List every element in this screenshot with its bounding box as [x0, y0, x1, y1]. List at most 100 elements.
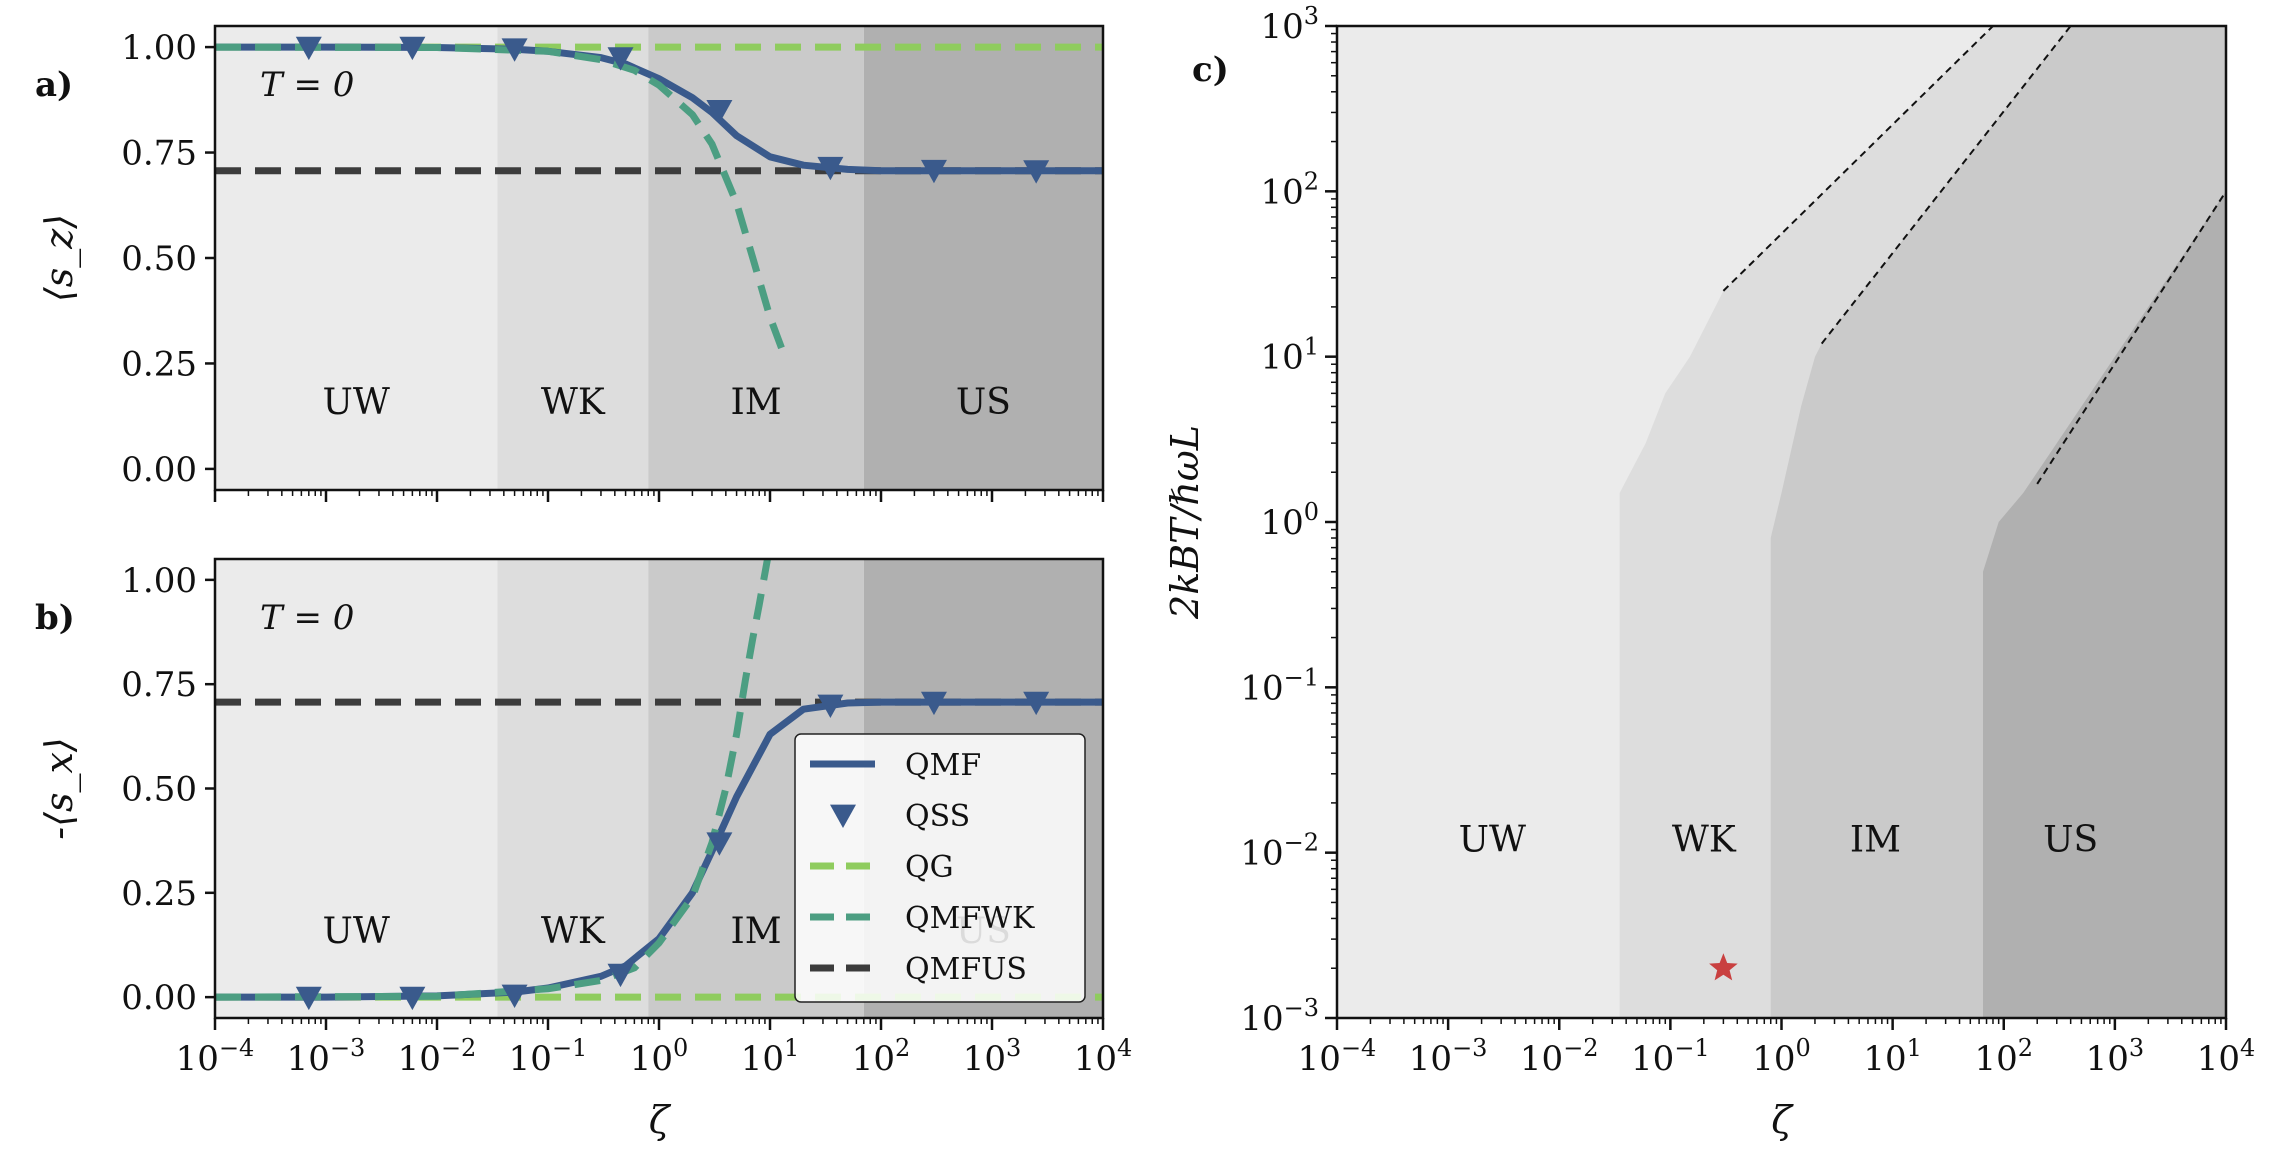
y-tick-label: 0.50 [121, 770, 197, 810]
x-tick-label: 102 [852, 1034, 911, 1079]
qss-marker [706, 832, 733, 856]
x-tick-label: 104 [2197, 1034, 2256, 1079]
x-tick-label-base: 10 [630, 1039, 673, 1079]
y-tick-label-base: 10 [1240, 834, 1283, 874]
panel-b-chart: UWWKIMUS0.000.250.500.751.0010−410−310−2… [35, 557, 1133, 1142]
x-tick-label: 10−3 [1409, 1034, 1488, 1079]
y-tick-label: 0.50 [121, 239, 197, 279]
x-tick-label-exp: 4 [1117, 1034, 1132, 1062]
qss-marker [295, 36, 322, 61]
x-tick-label-base: 10 [963, 1039, 1006, 1079]
x-tick-label: 10−2 [398, 1034, 477, 1079]
legend-label-qss: QSS [905, 799, 970, 834]
region-label-im: IM [1850, 820, 1901, 861]
region-label-uw: UW [323, 382, 390, 423]
series-qmfwk-line [215, 43, 786, 353]
x-tick-label-exp: −3 [330, 1034, 365, 1062]
x-tick-label: 100 [1752, 1034, 1811, 1079]
annotation-b: T = 0 [260, 598, 354, 638]
region-label-uw: UW [1459, 820, 1526, 861]
y-tick-label-exp: 3 [1304, 2, 1319, 30]
region-us-band [863, 26, 1103, 490]
boundary-asymptote-line [2036, 190, 2226, 485]
y-axis-label-c: 2kBT/ℏωL [1163, 425, 1207, 620]
qss-marker [817, 156, 844, 181]
x-tick-label-exp: −1 [1674, 1034, 1709, 1062]
y-tick-label-base: 10 [1240, 999, 1283, 1039]
x-tick-label: 100 [630, 1034, 689, 1079]
x-tick-label: 101 [741, 1034, 800, 1079]
x-tick-label-exp: −4 [1341, 1034, 1376, 1062]
region-uw-band [215, 559, 498, 1018]
x-tick-label-base: 10 [741, 1039, 784, 1079]
x-tick-label-base: 10 [1298, 1039, 1341, 1079]
panel-label-b: b) [35, 598, 75, 638]
x-tick-label: 10−1 [509, 1034, 588, 1079]
y-tick-label-exp: 1 [1304, 333, 1319, 361]
x-tick-label-exp: −2 [1563, 1034, 1598, 1062]
region-label-us: US [2043, 820, 2098, 861]
x-tick-label-exp: −2 [441, 1034, 476, 1062]
y-tick-label: 103 [1260, 2, 1319, 47]
legend: QMF QSS QG QMFWK QMFUS [794, 733, 1086, 1003]
annotation-a: T = 0 [260, 65, 354, 105]
y-tick-label: 0.75 [121, 134, 197, 174]
x-tick-label-exp: −1 [552, 1034, 587, 1062]
y-tick-label-exp: −3 [1284, 994, 1319, 1022]
legend-swatch-qss [830, 804, 856, 828]
x-tick-label: 10−1 [1631, 1034, 1710, 1079]
x-tick-label-base: 10 [1409, 1039, 1452, 1079]
y-tick-label-base: 10 [1240, 668, 1283, 708]
panel-label-a: a) [35, 65, 73, 105]
x-tick-label-exp: 0 [1795, 1034, 1810, 1062]
y-tick-label-base: 10 [1260, 338, 1303, 378]
x-tick-label-base: 10 [176, 1039, 219, 1079]
qss-marker [1023, 160, 1050, 184]
x-tick-label: 102 [1974, 1034, 2033, 1079]
x-tick-label-exp: 2 [895, 1034, 910, 1062]
x-tick-label: 103 [963, 1034, 1022, 1079]
y-tick-label: 101 [1260, 333, 1319, 378]
y-tick-label: 0.75 [121, 665, 197, 705]
region-us-area [1983, 191, 2226, 1018]
qss-marker [295, 986, 322, 1011]
y-tick-label: 100 [1260, 498, 1319, 543]
x-tick-label-exp: 0 [673, 1034, 688, 1062]
x-tick-label: 10−4 [1298, 1034, 1377, 1079]
x-tick-label: 104 [1074, 1034, 1133, 1079]
series-qmf-line [215, 43, 1103, 175]
x-tick-label-base: 10 [2086, 1039, 2129, 1079]
region-label-wk: WK [541, 911, 606, 952]
qss-marker [501, 38, 528, 62]
y-tick-label: 10−1 [1240, 663, 1319, 708]
y-tick-label: 10−2 [1240, 829, 1319, 874]
x-tick-label-base: 10 [509, 1039, 552, 1079]
legend-label-qmfwk: QMFWK [905, 901, 1035, 936]
region-label-wk: WK [1672, 820, 1737, 861]
x-tick-label: 101 [1863, 1034, 1922, 1079]
legend-label-qg: QG [905, 850, 954, 885]
qss-marker [817, 694, 844, 719]
x-tick-label-base: 10 [1074, 1039, 1117, 1079]
series-qmf-line [215, 698, 1103, 1001]
x-tick-label-base: 10 [2197, 1039, 2240, 1079]
y-tick-label: 0.25 [121, 344, 197, 384]
y-tick-label: 1.00 [121, 561, 197, 601]
region-label-uw: UW [323, 911, 390, 952]
region-wk-band [497, 559, 649, 1018]
y-tick-label-base: 10 [1260, 172, 1303, 212]
x-tick-label-exp: −4 [219, 1034, 254, 1062]
plot-area-c [1337, 26, 2226, 1018]
region-label-wk: WK [541, 382, 606, 423]
y-tick-label: 0.25 [121, 874, 197, 914]
x-tick-label: 103 [2086, 1034, 2145, 1079]
region-label-im: IM [730, 382, 781, 423]
region-wk-band [497, 26, 649, 490]
y-tick-label-exp: −2 [1284, 829, 1319, 857]
y-axis-label-a: ⟨s_z⟩ [37, 214, 82, 302]
qss-marker [607, 47, 634, 71]
y-tick-label: 1.00 [121, 28, 197, 68]
series-qmfwk-line [215, 559, 771, 1001]
